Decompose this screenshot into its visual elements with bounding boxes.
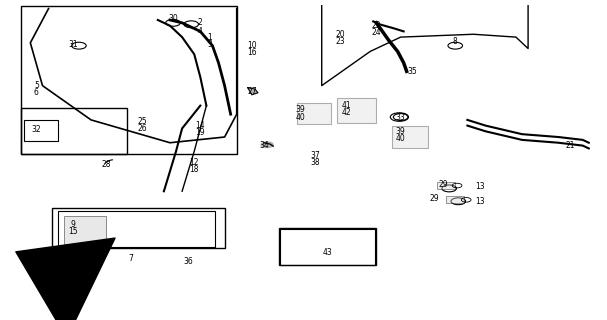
Text: 6: 6 bbox=[34, 88, 39, 97]
Text: 14: 14 bbox=[195, 121, 205, 130]
Text: 13: 13 bbox=[475, 197, 484, 206]
Text: 29: 29 bbox=[429, 194, 439, 203]
Bar bbox=[437, 182, 455, 189]
Bar bbox=[280, 229, 375, 265]
Text: 23: 23 bbox=[335, 37, 345, 46]
Bar bbox=[279, 228, 376, 266]
Text: 1: 1 bbox=[207, 33, 212, 42]
Text: 7: 7 bbox=[128, 254, 133, 263]
Bar bbox=[52, 208, 225, 248]
Text: 4: 4 bbox=[198, 27, 203, 36]
Bar bbox=[297, 103, 331, 124]
Text: 36: 36 bbox=[183, 257, 193, 266]
Text: 43: 43 bbox=[323, 248, 333, 257]
Text: 40: 40 bbox=[296, 113, 305, 122]
Text: 40: 40 bbox=[396, 134, 405, 143]
Text: 34: 34 bbox=[259, 141, 269, 150]
Text: 9: 9 bbox=[70, 220, 75, 228]
Text: 28: 28 bbox=[101, 160, 111, 169]
Text: 27: 27 bbox=[247, 87, 257, 96]
Text: 39: 39 bbox=[396, 127, 405, 136]
Text: 39: 39 bbox=[296, 105, 305, 115]
Bar bbox=[21, 108, 127, 154]
Text: 16: 16 bbox=[247, 48, 257, 57]
Text: 20: 20 bbox=[335, 30, 345, 39]
Text: FR.: FR. bbox=[44, 252, 62, 262]
Text: 5: 5 bbox=[34, 81, 39, 90]
Text: 25: 25 bbox=[138, 117, 148, 126]
Text: 41: 41 bbox=[341, 101, 351, 110]
Bar bbox=[446, 196, 464, 203]
Text: 10: 10 bbox=[247, 41, 257, 50]
Text: 19: 19 bbox=[195, 128, 205, 137]
Bar bbox=[392, 126, 428, 148]
Text: 8: 8 bbox=[453, 37, 458, 46]
Polygon shape bbox=[248, 88, 258, 95]
Text: 24: 24 bbox=[371, 28, 381, 37]
Bar bbox=[24, 120, 58, 141]
Text: 29: 29 bbox=[438, 180, 448, 188]
Circle shape bbox=[261, 142, 273, 148]
Text: 38: 38 bbox=[311, 158, 320, 167]
Text: 18: 18 bbox=[189, 165, 199, 174]
Text: 21: 21 bbox=[566, 141, 575, 150]
Text: 22: 22 bbox=[371, 21, 381, 30]
Text: 2: 2 bbox=[198, 18, 203, 27]
Text: 31: 31 bbox=[68, 40, 78, 49]
Text: 12: 12 bbox=[189, 158, 199, 167]
Text: 26: 26 bbox=[138, 124, 148, 133]
Text: 37: 37 bbox=[311, 151, 320, 160]
Text: 32: 32 bbox=[32, 125, 41, 134]
Bar bbox=[64, 216, 106, 244]
Text: 3: 3 bbox=[207, 40, 212, 49]
Bar bbox=[21, 6, 237, 154]
Text: 13: 13 bbox=[475, 182, 484, 191]
Text: 33: 33 bbox=[396, 113, 405, 122]
Bar bbox=[337, 99, 376, 123]
Text: 15: 15 bbox=[68, 227, 78, 236]
Text: 35: 35 bbox=[408, 67, 418, 76]
Text: 42: 42 bbox=[341, 108, 351, 117]
Bar bbox=[58, 211, 215, 247]
Text: 30: 30 bbox=[168, 14, 178, 23]
